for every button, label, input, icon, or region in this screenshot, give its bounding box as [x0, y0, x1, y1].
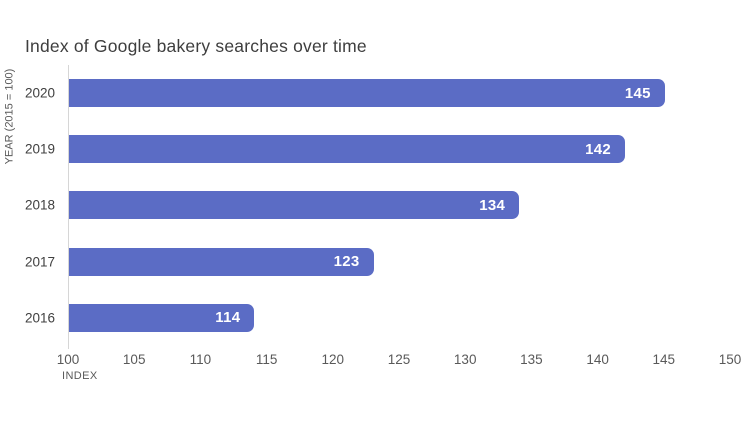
bar: 114 [69, 303, 255, 332]
bar-value-label: 123 [333, 253, 360, 271]
category-label: 2019 [24, 141, 55, 157]
x-axis-title: INDEX [62, 370, 98, 382]
bar-row: 2019 142 [25, 121, 730, 177]
plot-area: 2020 145 2019 142 2018 134 2017 123 2016 114 [25, 65, 730, 346]
x-tick-label: 120 [321, 352, 345, 367]
y-axis-line [68, 65, 69, 349]
x-tick-label: 150 [718, 352, 742, 367]
bar: 145 [69, 79, 665, 108]
bar-value-label: 134 [479, 196, 506, 214]
bar-value-label: 142 [585, 140, 612, 158]
bar: 142 [69, 135, 626, 164]
x-tick-label: 100 [56, 352, 80, 367]
bar-row: 2018 134 [25, 177, 730, 233]
bar: 134 [69, 191, 520, 220]
bar-row: 2017 123 [25, 234, 730, 290]
chart-title: Index of Google bakery searches over tim… [25, 36, 367, 56]
x-tick-label: 105 [122, 352, 146, 367]
x-tick-label: 140 [586, 352, 609, 367]
bar-value-label: 145 [624, 84, 651, 102]
bar-row: 2020 145 [25, 65, 730, 121]
x-tick-label: 135 [520, 352, 543, 367]
bar: 123 [69, 247, 374, 276]
bar-row: 2016 114 [25, 290, 730, 346]
x-tick-label: 125 [387, 352, 411, 367]
category-label: 2020 [24, 85, 55, 101]
category-label: 2017 [24, 254, 55, 270]
category-label: 2016 [24, 310, 55, 326]
category-label: 2018 [24, 197, 55, 213]
x-tick-label: 130 [453, 352, 477, 367]
x-tick-label: 110 [189, 352, 212, 367]
x-tick-label: 115 [255, 352, 278, 367]
x-tick-label: 145 [652, 352, 676, 367]
bar-value-label: 114 [215, 309, 241, 327]
